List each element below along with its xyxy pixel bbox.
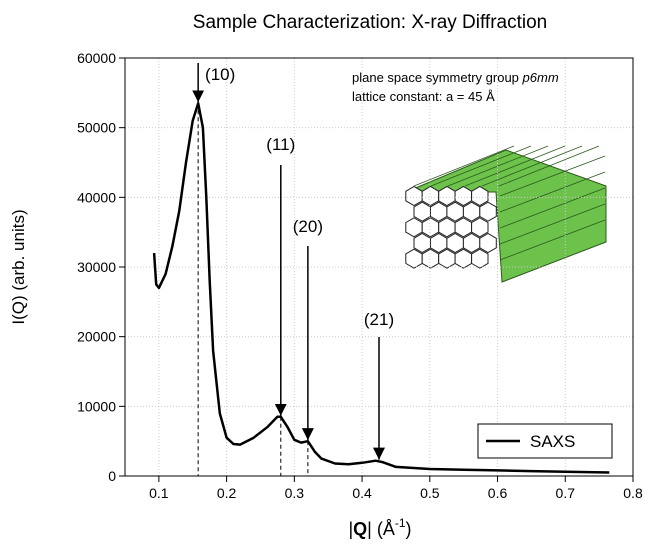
bundle-ridge [499,171,606,213]
x-tick-label: 0.3 [285,485,305,501]
hexagon [446,201,464,222]
x-label-part: Q [353,519,367,539]
bundle-ridge [498,145,600,187]
peak-label: (20) [293,217,323,236]
hexagon [471,248,489,269]
peak-label: (10) [205,65,235,84]
hexagon [421,248,440,269]
inset-text-part: plane space symmetry group [352,70,523,85]
peak-label: (11) [266,135,295,154]
x-tick-label: 0.2 [217,485,237,501]
hexagon [462,201,481,222]
hexagon [405,217,423,238]
hexagon [430,232,448,254]
y-tick-label: 40000 [77,189,116,205]
hexagon [454,217,473,238]
y-tick-label: 0 [108,468,116,484]
x-tick-label: 0.5 [420,485,440,501]
hexagon [438,248,456,269]
x-axis-label: |Q| (Å-1) [348,516,411,539]
x-tick-label: 0.6 [488,485,508,501]
hexagon [413,201,431,222]
hexagon [471,217,489,238]
hexagon [471,185,489,207]
peak-label: (21) [364,310,394,329]
x-tick-label: 0.4 [352,485,372,501]
hexagon [405,185,423,207]
hexagon-bundle-illustration [405,145,607,283]
hexagon [479,232,497,254]
hexagon [413,232,431,254]
bundle-ridge [499,219,606,261]
y-tick-label: 50000 [77,120,116,136]
legend-label: SAXS [530,432,575,451]
bundle-ridge [464,145,566,187]
hexagon [462,232,481,254]
inset-text: lattice constant: a = 45 Å [352,89,495,104]
x-label-part: | (Å [367,519,395,539]
x-tick-label: 0.7 [556,485,576,501]
y-tick-label: 60000 [77,50,116,66]
bundle-ridge [430,145,532,187]
hexagon [479,201,497,222]
data-line [152,102,610,474]
y-tick-label: 10000 [77,398,116,414]
hexagon [421,217,440,238]
x-tick-label: 0.1 [149,485,169,501]
chart-title: Sample Characterization: X-ray Diffracti… [193,12,547,33]
hexagon [438,185,456,207]
hexagon [430,201,448,222]
hexagon [454,248,473,269]
y-axis-label: I(Q) (arb. units) [9,209,28,324]
inset-text-part: p6mm [522,70,559,85]
y-tick-label: 30000 [77,259,116,275]
x-tick-label: 0.8 [623,485,643,501]
hexagon [421,185,440,207]
bundle-ridge [499,187,606,229]
x-label-part: | [348,519,353,539]
y-tick-label: 20000 [77,329,116,345]
bundle-ridge [499,203,606,245]
hexagon [454,185,473,207]
inset-text: plane space symmetry group p6mm [352,70,559,85]
hexagon [438,217,456,238]
bundle-ridge [481,145,583,187]
plot-frame [124,57,634,477]
x-label-part: -1 [395,516,406,530]
hexagon [446,232,464,254]
bundle-ridge [499,155,606,197]
x-label-part: ) [406,519,412,539]
hexagon [405,248,423,269]
bundle-ridge [413,145,515,187]
